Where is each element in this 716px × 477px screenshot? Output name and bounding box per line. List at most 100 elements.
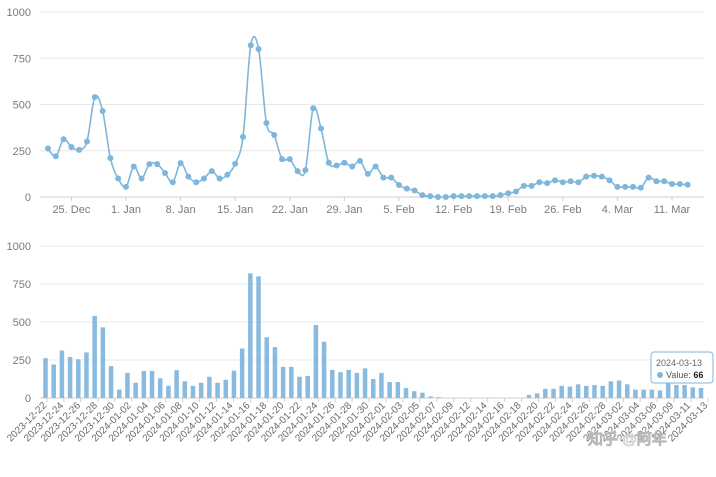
top-data-point[interactable] xyxy=(622,183,629,190)
top-data-point[interactable] xyxy=(458,193,465,200)
top-data-point[interactable] xyxy=(240,133,246,140)
bar[interactable] xyxy=(157,378,163,398)
top-data-point[interactable] xyxy=(271,132,278,139)
top-data-point[interactable] xyxy=(123,183,129,190)
top-data-point[interactable] xyxy=(60,136,67,143)
bar[interactable] xyxy=(543,388,548,398)
bar[interactable] xyxy=(698,387,704,398)
bar[interactable] xyxy=(289,366,294,398)
bar[interactable] xyxy=(379,372,384,398)
top-data-point[interactable] xyxy=(45,145,51,152)
top-data-point[interactable] xyxy=(575,179,582,186)
top-data-point[interactable] xyxy=(99,107,106,114)
top-data-point[interactable] xyxy=(403,185,410,192)
bar[interactable] xyxy=(59,350,65,398)
bar[interactable] xyxy=(633,389,638,398)
bar[interactable] xyxy=(395,382,401,398)
top-data-point[interactable] xyxy=(583,173,590,180)
bar[interactable] xyxy=(166,385,171,398)
top-data-point[interactable] xyxy=(388,174,395,181)
top-data-point[interactable] xyxy=(419,192,426,199)
bar[interactable] xyxy=(67,356,73,398)
top-data-point[interactable] xyxy=(177,160,184,167)
bar[interactable] xyxy=(272,347,278,398)
top-data-point[interactable] xyxy=(645,174,652,181)
bar[interactable] xyxy=(256,276,261,398)
top-data-point[interactable] xyxy=(536,179,543,186)
bar[interactable] xyxy=(600,385,605,398)
bar[interactable] xyxy=(141,370,147,398)
bar[interactable] xyxy=(690,387,696,398)
bar[interactable] xyxy=(92,315,97,398)
top-data-point[interactable] xyxy=(372,163,379,170)
top-data-point[interactable] xyxy=(474,193,480,200)
bar[interactable] xyxy=(297,376,302,398)
top-data-point[interactable] xyxy=(552,177,558,184)
bar[interactable] xyxy=(592,385,597,398)
bar[interactable] xyxy=(321,341,327,398)
top-data-point[interactable] xyxy=(263,120,270,126)
bar[interactable] xyxy=(436,397,442,398)
bar[interactable] xyxy=(420,392,425,398)
bar[interactable] xyxy=(223,379,229,398)
top-data-point[interactable] xyxy=(528,182,535,189)
bar[interactable] xyxy=(43,358,48,398)
top-data-point[interactable] xyxy=(84,138,90,145)
top-data-point[interactable] xyxy=(435,194,441,200)
bar[interactable] xyxy=(625,384,630,398)
top-data-point[interactable] xyxy=(364,170,371,177)
top-data-point[interactable] xyxy=(130,163,137,170)
top-data-point[interactable] xyxy=(676,181,683,188)
top-data-point[interactable] xyxy=(357,157,363,164)
top-data-point[interactable] xyxy=(302,167,309,174)
top-data-point[interactable] xyxy=(208,168,215,175)
top-data-point[interactable] xyxy=(520,182,527,189)
bar[interactable] xyxy=(198,382,204,398)
bar[interactable] xyxy=(370,379,376,398)
top-data-point[interactable] xyxy=(669,181,675,188)
top-data-point[interactable] xyxy=(598,173,605,180)
top-data-point[interactable] xyxy=(450,193,457,200)
top-data-point[interactable] xyxy=(333,162,340,169)
bar[interactable] xyxy=(264,337,269,398)
bar[interactable] xyxy=(207,376,212,398)
bar[interactable] xyxy=(354,372,360,398)
bar[interactable] xyxy=(149,370,155,398)
top-data-point[interactable] xyxy=(497,192,504,199)
top-data-point[interactable] xyxy=(115,175,122,182)
top-data-point[interactable] xyxy=(380,174,387,181)
top-data-point[interactable] xyxy=(224,171,231,178)
top-data-point[interactable] xyxy=(255,46,262,52)
top-data-point[interactable] xyxy=(52,153,59,160)
top-data-point[interactable] xyxy=(630,183,636,190)
top-data-point[interactable] xyxy=(185,173,192,180)
bar[interactable] xyxy=(305,375,310,398)
top-data-point[interactable] xyxy=(91,94,98,101)
top-data-point[interactable] xyxy=(68,144,75,151)
bar[interactable] xyxy=(108,366,114,398)
bar[interactable] xyxy=(657,390,663,398)
bar[interactable] xyxy=(280,366,286,398)
top-data-point[interactable] xyxy=(637,184,644,191)
bar[interactable] xyxy=(616,380,622,398)
bar[interactable] xyxy=(641,389,646,398)
top-data-point[interactable] xyxy=(591,172,597,179)
top-data-point[interactable] xyxy=(216,175,223,182)
bar[interactable] xyxy=(231,370,237,398)
bar[interactable] xyxy=(76,359,81,398)
top-data-point[interactable] xyxy=(286,156,293,163)
bar[interactable] xyxy=(559,385,564,398)
top-data-point[interactable] xyxy=(567,178,574,185)
top-data-point[interactable] xyxy=(247,42,254,49)
top-data-point[interactable] xyxy=(154,161,161,168)
top-data-point[interactable] xyxy=(138,175,145,182)
bar[interactable] xyxy=(674,385,679,398)
top-data-point[interactable] xyxy=(513,188,519,195)
bar[interactable] xyxy=(584,385,589,398)
bar[interactable] xyxy=(649,389,655,398)
bar[interactable] xyxy=(125,372,130,398)
top-data-point[interactable] xyxy=(505,190,512,197)
top-data-point[interactable] xyxy=(544,180,551,187)
bar[interactable] xyxy=(534,393,540,398)
top-data-point[interactable] xyxy=(76,146,83,153)
